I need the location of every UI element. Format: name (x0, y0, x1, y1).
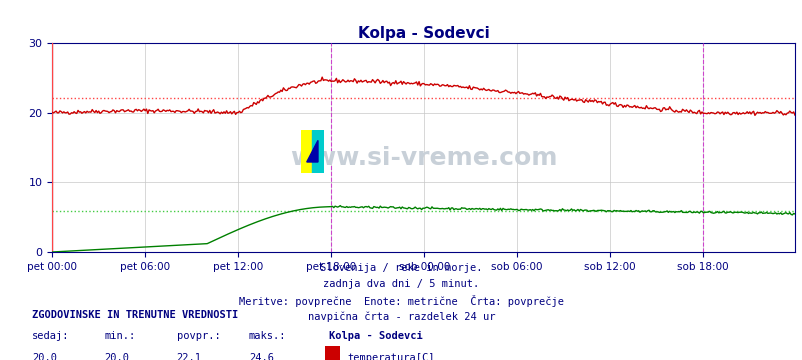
Text: ZGODOVINSKE IN TRENUTNE VREDNOSTI: ZGODOVINSKE IN TRENUTNE VREDNOSTI (32, 310, 238, 320)
Text: 22.1: 22.1 (176, 353, 201, 360)
Bar (301, 130, 312, 173)
Text: zadnja dva dni / 5 minut.: zadnja dva dni / 5 minut. (323, 279, 479, 289)
FancyBboxPatch shape (325, 346, 339, 360)
Text: www.si-vreme.com: www.si-vreme.com (290, 146, 557, 170)
Text: Meritve: povprečne  Enote: metrične  Črta: povprečje: Meritve: povprečne Enote: metrične Črta:… (239, 295, 563, 307)
Bar (312, 130, 323, 173)
Text: povpr.:: povpr.: (176, 331, 220, 341)
Text: 20.0: 20.0 (104, 353, 129, 360)
Text: min.:: min.: (104, 331, 136, 341)
Text: sedaj:: sedaj: (32, 331, 70, 341)
Polygon shape (306, 140, 318, 162)
Text: Kolpa - Sodevci: Kolpa - Sodevci (329, 331, 423, 341)
Text: 20.0: 20.0 (32, 353, 57, 360)
Title: Kolpa - Sodevci: Kolpa - Sodevci (357, 26, 489, 41)
Text: temperatura[C]: temperatura[C] (346, 353, 434, 360)
Text: navpična črta - razdelek 24 ur: navpična črta - razdelek 24 ur (307, 311, 495, 322)
Text: 24.6: 24.6 (249, 353, 273, 360)
Text: Slovenija / reke in morje.: Slovenija / reke in morje. (320, 263, 482, 273)
Text: maks.:: maks.: (249, 331, 286, 341)
